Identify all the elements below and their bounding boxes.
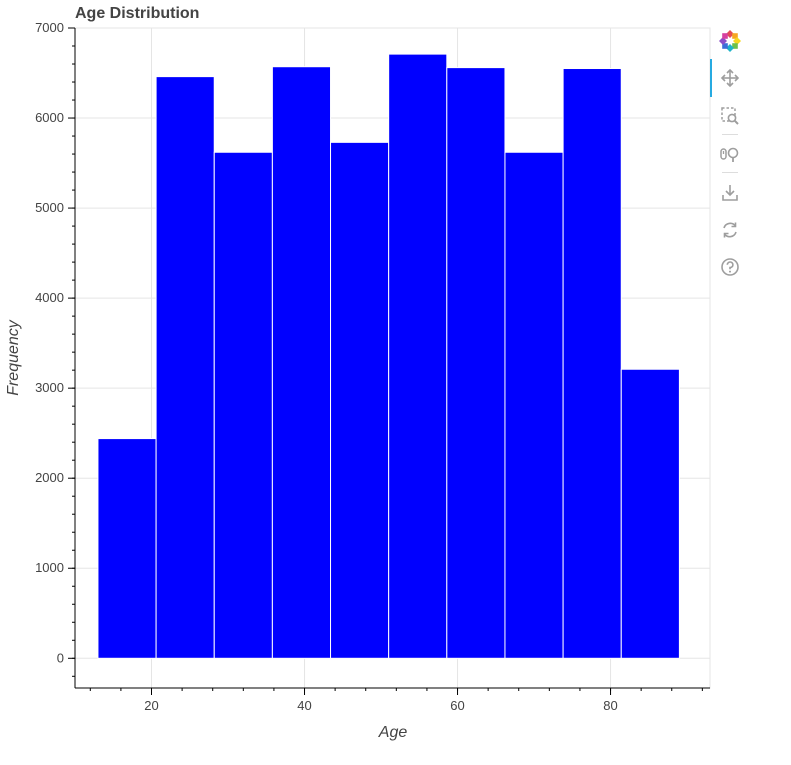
y-tick-label: 6000 bbox=[35, 110, 64, 125]
x-axis: 20 40 60 80 bbox=[75, 687, 710, 713]
x-axis-label: Age bbox=[378, 724, 408, 741]
chart-title: Age Distribution bbox=[75, 5, 199, 22]
histogram-bar bbox=[330, 141, 390, 659]
x-tick-label: 80 bbox=[603, 698, 617, 713]
y-tick-label: 3000 bbox=[35, 380, 64, 395]
y-tick-label: 5000 bbox=[35, 200, 64, 215]
reset-tool-icon bbox=[723, 222, 737, 238]
y-axis-label: Frequency bbox=[5, 319, 22, 396]
bokeh-logo-link[interactable] bbox=[710, 26, 750, 56]
help-tool-icon bbox=[721, 258, 739, 276]
toolbar-separator bbox=[722, 134, 738, 135]
histogram-bar bbox=[504, 151, 564, 659]
save-tool-icon bbox=[722, 185, 738, 201]
active-tool-indicator bbox=[710, 59, 712, 97]
y-tick-label: 1000 bbox=[35, 560, 64, 575]
wheel-zoom-tool-button[interactable] bbox=[710, 139, 750, 169]
toolbar-separator bbox=[722, 172, 738, 173]
histogram-bar bbox=[213, 151, 273, 659]
histogram-bar bbox=[97, 438, 157, 659]
help-tool-button[interactable] bbox=[710, 252, 750, 282]
x-tick-label: 20 bbox=[144, 698, 158, 713]
y-tick-label: 4000 bbox=[35, 290, 64, 305]
y-tick-label: 7000 bbox=[35, 20, 64, 35]
save-tool-button[interactable] bbox=[710, 178, 750, 208]
pan-tool-icon bbox=[720, 68, 740, 88]
histogram-bar bbox=[155, 76, 215, 659]
histogram-bar bbox=[388, 53, 448, 659]
box-zoom-tool-icon bbox=[721, 107, 739, 125]
histogram-bar bbox=[620, 368, 680, 659]
pan-tool-button[interactable] bbox=[710, 63, 750, 93]
y-axis: 0 1000 2000 3000 4000 5000 6000 7000 bbox=[35, 20, 76, 688]
wheel-zoom-tool-icon bbox=[720, 147, 739, 162]
histogram-bar bbox=[271, 66, 332, 659]
histogram-bar bbox=[446, 67, 506, 659]
reset-tool-button[interactable] bbox=[710, 215, 750, 245]
x-tick-label: 40 bbox=[297, 698, 311, 713]
box-zoom-tool-button[interactable] bbox=[710, 101, 750, 131]
x-tick-label: 60 bbox=[450, 698, 464, 713]
histogram-bar bbox=[562, 68, 622, 659]
bokeh-logo-icon bbox=[719, 30, 741, 52]
bars bbox=[97, 53, 680, 659]
y-tick-label: 2000 bbox=[35, 470, 64, 485]
plot-frame[interactable] bbox=[74, 27, 711, 689]
y-tick-label: 0 bbox=[57, 650, 64, 665]
